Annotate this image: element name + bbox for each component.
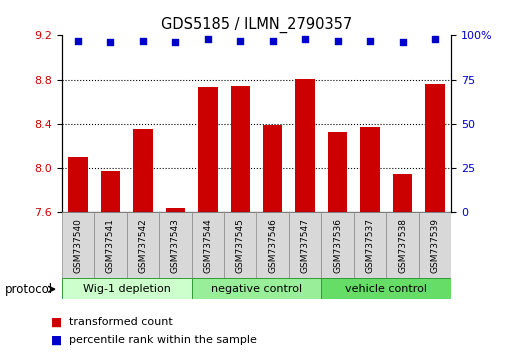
Bar bbox=[191, 278, 322, 299]
Bar bbox=[419, 212, 451, 278]
Bar bbox=[393, 174, 412, 212]
Text: GSM737540: GSM737540 bbox=[73, 218, 82, 273]
Text: GSM737538: GSM737538 bbox=[398, 218, 407, 273]
Point bbox=[74, 38, 82, 44]
Bar bbox=[361, 127, 380, 212]
Point bbox=[366, 38, 374, 44]
Text: GSM737539: GSM737539 bbox=[431, 218, 440, 273]
Bar bbox=[62, 278, 191, 299]
Text: ■: ■ bbox=[51, 333, 63, 346]
Bar bbox=[322, 212, 354, 278]
Text: GSM737544: GSM737544 bbox=[203, 218, 212, 273]
Bar bbox=[322, 278, 451, 299]
Text: vehicle control: vehicle control bbox=[345, 284, 427, 293]
Point bbox=[236, 38, 244, 44]
Bar bbox=[94, 212, 127, 278]
Point bbox=[431, 36, 439, 42]
Text: GSM737537: GSM737537 bbox=[366, 218, 374, 273]
Point bbox=[399, 40, 407, 45]
Point bbox=[204, 36, 212, 42]
Bar bbox=[198, 87, 218, 212]
Text: GSM737547: GSM737547 bbox=[301, 218, 310, 273]
Title: GDS5185 / ILMN_2790357: GDS5185 / ILMN_2790357 bbox=[161, 16, 352, 33]
Bar bbox=[133, 130, 152, 212]
Text: negative control: negative control bbox=[211, 284, 302, 293]
Bar bbox=[256, 212, 289, 278]
Text: GSM737543: GSM737543 bbox=[171, 218, 180, 273]
Bar bbox=[68, 157, 88, 212]
Bar bbox=[191, 212, 224, 278]
Text: GSM737546: GSM737546 bbox=[268, 218, 277, 273]
Bar bbox=[62, 212, 94, 278]
Bar bbox=[354, 212, 386, 278]
Point bbox=[171, 40, 180, 45]
Text: transformed count: transformed count bbox=[69, 317, 173, 327]
Text: GSM737541: GSM737541 bbox=[106, 218, 115, 273]
Bar bbox=[127, 212, 159, 278]
Bar bbox=[425, 84, 445, 212]
Bar bbox=[328, 132, 347, 212]
Text: percentile rank within the sample: percentile rank within the sample bbox=[69, 335, 257, 345]
Bar bbox=[230, 86, 250, 212]
Text: GSM737542: GSM737542 bbox=[139, 218, 147, 273]
Text: ■: ■ bbox=[51, 316, 63, 329]
Point bbox=[106, 40, 114, 45]
Bar bbox=[295, 79, 315, 212]
Bar bbox=[386, 212, 419, 278]
Point bbox=[333, 38, 342, 44]
Bar bbox=[289, 212, 322, 278]
Text: Wig-1 depletion: Wig-1 depletion bbox=[83, 284, 170, 293]
Bar bbox=[101, 171, 120, 212]
Point bbox=[269, 38, 277, 44]
Bar bbox=[166, 208, 185, 212]
Text: GSM737536: GSM737536 bbox=[333, 218, 342, 273]
Point bbox=[139, 38, 147, 44]
Text: protocol: protocol bbox=[5, 283, 53, 296]
Bar bbox=[263, 125, 283, 212]
Bar bbox=[224, 212, 256, 278]
Bar bbox=[159, 212, 191, 278]
Point bbox=[301, 36, 309, 42]
Text: GSM737545: GSM737545 bbox=[236, 218, 245, 273]
